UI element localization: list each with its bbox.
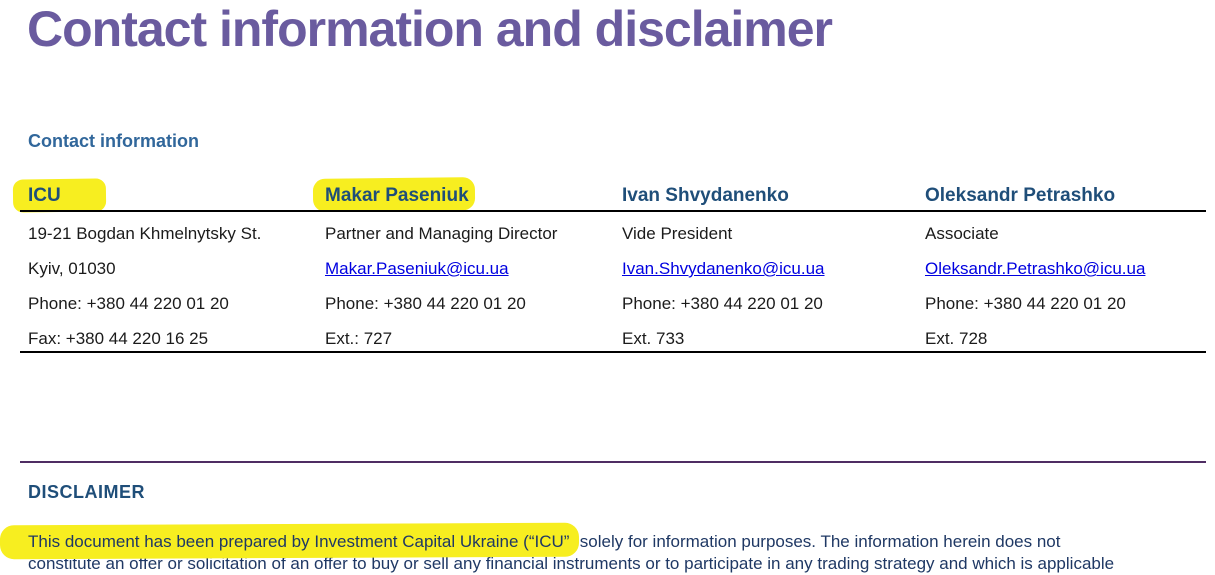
contact-column-makar-paseniuk: Makar Paseniuk Partner and Managing Dire… — [325, 185, 622, 348]
city-line: Kyiv, 01030 — [28, 259, 116, 278]
phone-line: Phone: +380 44 220 01 20 — [925, 294, 1126, 313]
disclaimer-section-divider — [20, 461, 1206, 463]
disclaimer-heading: DISCLAIMER — [28, 482, 145, 502]
extension-line: Ext.: 727 — [325, 329, 393, 348]
page-title: Contact information and disclaimer — [27, 1, 833, 57]
fax-line: Fax: +380 44 220 16 25 — [28, 329, 209, 348]
address-line: 19-21 Bogdan Khmelnytsky St. — [28, 224, 262, 243]
role-line: Associate — [925, 224, 999, 243]
email-link-ivan-shvydanenko[interactable]: Ivan.Shvydanenko@icu.ua — [622, 259, 825, 278]
email-link-oleksandr-petrashko[interactable]: Oleksandr.Petrashko@icu.ua — [925, 259, 1146, 278]
column-header-ivan-shvydanenko: Ivan Shvydanenko — [622, 185, 789, 206]
phone-line: Phone: +380 44 220 01 20 — [28, 294, 229, 313]
contact-column-icu: ICU 19-21 Bogdan Khmelnytsky St. Kyiv, 0… — [28, 185, 325, 348]
contact-information-heading: Contact information — [28, 131, 199, 151]
table-header-divider — [20, 210, 1206, 212]
role-line: Partner and Managing Director — [325, 224, 558, 243]
column-header-icu-highlighted: ICU — [28, 185, 61, 206]
disclaimer-line-1-rest: ) solely for information purposes. The i… — [569, 532, 1061, 551]
disclaimer-highlighted-span: This document has been prepared by Inves… — [28, 532, 570, 551]
disclaimer-paragraph: This document has been prepared by Inves… — [28, 531, 1208, 575]
table-bottom-divider — [20, 351, 1206, 353]
phone-line: Phone: +380 44 220 01 20 — [622, 294, 823, 313]
email-link-makar-paseniuk[interactable]: Makar.Paseniuk@icu.ua — [325, 259, 509, 278]
contact-table: ICU 19-21 Bogdan Khmelnytsky St. Kyiv, 0… — [28, 185, 1205, 355]
phone-line: Phone: +380 44 220 01 20 — [325, 294, 526, 313]
extension-line: Ext. 728 — [925, 329, 988, 348]
column-header-makar-paseniuk-highlighted: Makar Paseniuk — [325, 185, 469, 206]
extension-line: Ext. 733 — [622, 329, 685, 348]
disclaimer-line-1: This document has been prepared by Inves… — [28, 531, 1208, 553]
role-line: Vide President — [622, 224, 733, 243]
column-header-oleksandr-petrashko: Oleksandr Petrashko — [925, 185, 1116, 206]
document-page: { "page": { "title": "Contact informatio… — [0, 0, 1215, 561]
